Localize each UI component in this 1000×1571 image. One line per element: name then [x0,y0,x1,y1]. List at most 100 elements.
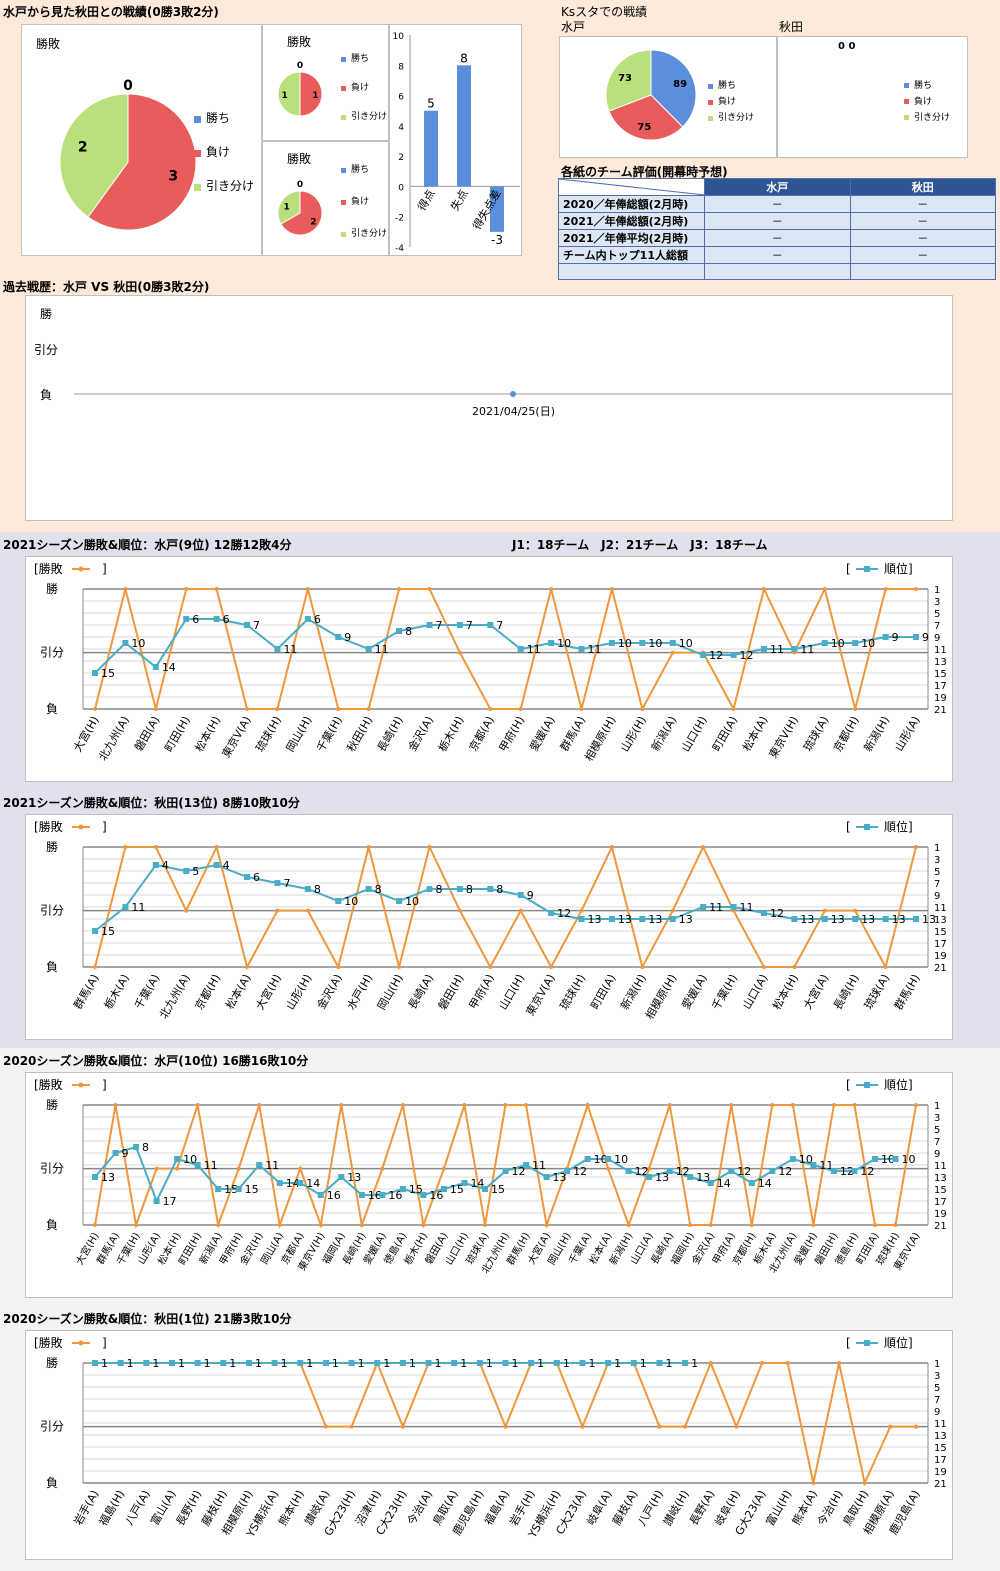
rank-tick-label: 19 [934,693,947,704]
rank-marker [821,640,828,646]
result-marker [883,587,888,591]
legend-label: 勝ち [351,163,369,175]
goals-bar-box: -4 -2 0 2 4 6 8 10 5 得点 8 失点 -3 得失点差 [389,24,522,256]
result-line [94,844,917,970]
rank-marker [304,886,311,892]
history-date: 2021/04/25(日) [472,405,555,418]
x-category-label: 甲府(A) [466,972,497,1012]
rank-marker [133,1144,140,1150]
pie-value-label: 89 [673,79,687,90]
rank-marker [892,1156,899,1162]
eval-row-label: 2021／年俸総額(2月時) [558,212,705,230]
rank-value-label: 10 [648,637,662,650]
result-marker [236,1166,241,1171]
rank-legend-open: [ [846,1078,851,1092]
result-marker [93,1223,97,1227]
result-marker [153,845,158,849]
rank-marker [769,1168,776,1174]
rank-value-label: 1 [563,1357,570,1370]
rank-value-label: 15 [101,925,115,938]
legend-label: 負け [206,145,230,159]
rank-value-label: 12 [778,1165,792,1178]
x-category-label: 長崎(A) [405,972,436,1012]
rank-marker [502,1168,509,1174]
bar-y-tick: -4 [395,244,404,254]
rank-tick-label: 19 [934,951,947,962]
result-legend-marker [78,1082,84,1088]
y-label-win: 勝 [46,1097,58,1112]
legend-label: 勝ち [351,52,369,64]
result-marker [216,1223,221,1227]
rank-value-label: 1 [435,1357,442,1370]
pie-value-label: 0 [123,78,133,94]
rank-value-label: 15 [245,1183,259,1196]
rank-value-label: 8 [405,625,412,638]
pie-value-label: 75 [637,122,651,133]
rank-marker [760,646,767,652]
result-marker [275,707,280,711]
rank-tick-label: 9 [934,891,940,902]
x-category-label: 愛媛(A) [679,972,710,1012]
rank-value-label: 1 [281,1357,288,1370]
result-marker [914,845,918,849]
rank-value-label: 14 [286,1177,300,1190]
y-label-win: 勝 [46,581,58,596]
x-category-label: 千葉(H) [313,714,345,755]
rank-value-label: 8 [314,883,321,896]
rank-marker [451,1360,458,1366]
rank-marker [271,1360,278,1366]
rank-marker [399,1360,406,1366]
result-marker [888,1424,893,1429]
rank-value-label: 4 [223,859,230,872]
rank-tick-label: 21 [934,963,947,974]
rank-value-label: 10 [881,1153,895,1166]
rank-legend-marker [864,1082,870,1088]
x-category-label: 千葉(A) [131,972,162,1012]
rank-value-label: 13 [347,1171,361,1184]
x-category-label: 群馬(A) [70,972,101,1012]
pie-slice [87,93,197,231]
rank-value-label: 10 [131,637,145,650]
result-marker [640,707,645,711]
rank-marker [748,1180,755,1186]
rank-marker [578,916,585,922]
rank-marker [625,1168,632,1174]
result-marker [524,1103,529,1107]
bar-category-label: 失点 [448,187,470,213]
season-2020-mito-chart-box: [勝敗][順位] 1 3 5 7 9 11 13 15 17 19 21 勝引分負 13 9 8 17 10 11 1… [25,1072,953,1298]
result-marker [503,1424,508,1429]
summary-section: 水戸から見た秋田との戦績(0勝3敗2分) 勝敗 0 3 2 勝ち 負け 引き分け 勝敗 0… [0,0,1000,532]
rank-value-label: 11 [740,901,754,914]
rank-tick-label: 21 [934,705,947,716]
rank-tick-label: 5 [934,1125,940,1136]
rank-marker [152,862,159,868]
y-label-win: 勝 [46,839,58,854]
rank-value-label: 1 [178,1357,185,1370]
rank-marker [605,1360,612,1366]
result-marker [318,1223,323,1227]
rank-value-label: 10 [614,1153,628,1166]
result-marker [184,587,189,591]
rank-line [94,1145,896,1204]
result-marker [729,1103,734,1107]
result-marker [245,965,250,969]
rank-tick-label: 21 [934,1479,947,1490]
x-category-label: 東京V(A) [219,714,254,761]
result-marker [683,1424,688,1429]
rank-marker [245,1360,252,1366]
result-marker [914,587,918,591]
rank-marker [830,1168,837,1174]
rank-marker [92,928,98,934]
pie-slice [299,71,323,117]
rank-value-label: 16 [327,1189,341,1202]
pie-value-label: 3 [168,169,178,185]
result-marker [154,1166,159,1171]
result-marker [366,845,371,849]
rank-value-label: 13 [892,913,906,926]
rank-marker [335,634,342,640]
legend-swatch [904,83,909,88]
